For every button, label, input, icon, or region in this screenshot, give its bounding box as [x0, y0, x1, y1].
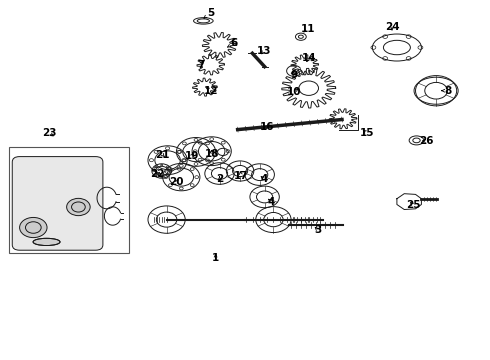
Text: 1: 1 [212, 253, 219, 264]
Text: 24: 24 [385, 22, 399, 32]
Text: 8: 8 [441, 86, 452, 96]
Text: 20: 20 [169, 177, 184, 187]
Ellipse shape [20, 217, 47, 238]
Text: 4: 4 [268, 197, 275, 207]
Text: 3: 3 [314, 225, 321, 235]
Text: 11: 11 [300, 24, 315, 34]
Text: 17: 17 [234, 171, 248, 181]
Text: 26: 26 [419, 136, 434, 146]
Text: 13: 13 [256, 46, 271, 56]
Ellipse shape [67, 198, 90, 216]
Text: 10: 10 [287, 87, 301, 97]
Text: 22: 22 [150, 169, 165, 179]
Ellipse shape [33, 238, 60, 246]
Text: 7: 7 [197, 60, 205, 70]
Text: 2: 2 [216, 174, 223, 184]
Text: 9: 9 [291, 70, 297, 80]
Text: 25: 25 [406, 200, 421, 210]
Text: 23: 23 [42, 128, 56, 138]
Text: 12: 12 [203, 86, 218, 96]
Text: 21: 21 [155, 150, 170, 160]
Text: 18: 18 [204, 149, 219, 159]
Text: 19: 19 [185, 150, 199, 161]
Text: 5: 5 [204, 8, 214, 18]
Text: 4: 4 [261, 174, 269, 184]
Text: 6: 6 [227, 38, 238, 48]
Text: 16: 16 [260, 122, 274, 132]
Text: 14: 14 [301, 53, 316, 63]
FancyBboxPatch shape [9, 147, 129, 253]
Text: 15: 15 [360, 128, 375, 138]
FancyBboxPatch shape [12, 157, 103, 250]
